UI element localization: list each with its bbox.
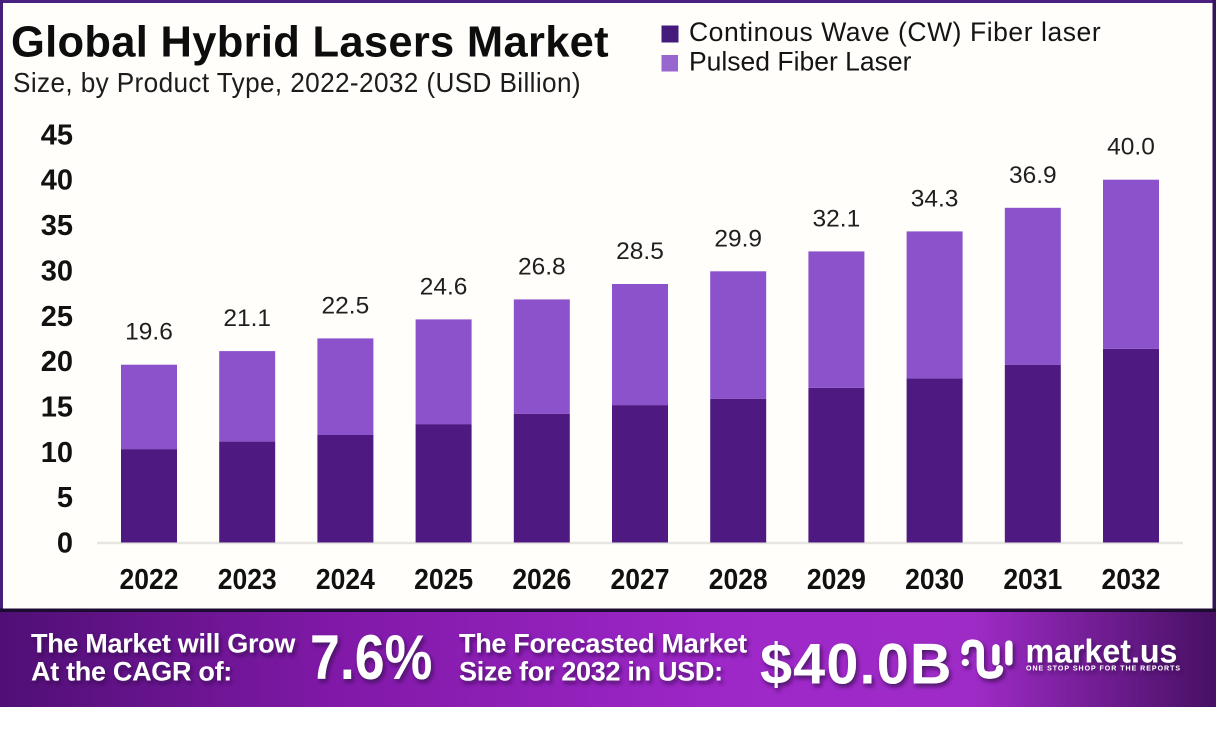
svg-text:2032: 2032: [1102, 563, 1161, 595]
svg-text:Pulsed Fiber Laser: Pulsed Fiber Laser: [689, 47, 912, 77]
svg-text:The Market will Grow: The Market will Grow: [31, 629, 296, 659]
svg-text:7.6%: 7.6%: [310, 623, 432, 693]
svg-text:26.8: 26.8: [518, 253, 566, 280]
svg-text:5: 5: [57, 482, 73, 514]
svg-text:2027: 2027: [611, 563, 670, 595]
svg-text:24.6: 24.6: [420, 273, 468, 300]
svg-text:2028: 2028: [709, 563, 768, 595]
svg-text:2023: 2023: [218, 563, 277, 595]
svg-text:Continous Wave (CW) Fiber lase: Continous Wave (CW) Fiber laser: [689, 17, 1101, 47]
svg-text:2030: 2030: [905, 563, 964, 595]
svg-text:$40.0B: $40.0B: [760, 632, 953, 696]
svg-text:36.9: 36.9: [1009, 162, 1057, 189]
svg-text:0: 0: [57, 528, 73, 560]
svg-text:34.3: 34.3: [911, 185, 959, 212]
svg-text:15: 15: [41, 391, 73, 423]
svg-text:At the CAGR of:: At the CAGR of:: [31, 657, 232, 687]
svg-text:22.5: 22.5: [322, 292, 370, 319]
svg-text:21.1: 21.1: [223, 305, 271, 332]
svg-text:32.1: 32.1: [813, 205, 861, 232]
svg-text:2022: 2022: [120, 563, 179, 595]
svg-text:Size, by Product Type, 2022-20: Size, by Product Type, 2022-2032 (USD Bi…: [13, 66, 581, 98]
svg-text:Global Hybrid Lasers Market: Global Hybrid Lasers Market: [11, 19, 609, 67]
svg-text:40: 40: [41, 165, 73, 197]
svg-text:35: 35: [41, 210, 73, 242]
svg-text:market.us: market.us: [1026, 632, 1178, 670]
svg-text:2026: 2026: [512, 563, 571, 595]
svg-text:25: 25: [41, 301, 73, 333]
svg-text:10: 10: [41, 437, 73, 469]
svg-text:28.5: 28.5: [616, 238, 664, 265]
svg-text:19.6: 19.6: [125, 319, 173, 346]
svg-text:ONE STOP SHOP FOR THE REPORTS: ONE STOP SHOP FOR THE REPORTS: [1026, 666, 1181, 673]
svg-text:Size for 2032 in USD:: Size for 2032 in USD:: [459, 657, 723, 687]
svg-text:2029: 2029: [807, 563, 866, 595]
svg-text:45: 45: [41, 119, 73, 151]
svg-text:20: 20: [41, 346, 73, 378]
svg-text:2024: 2024: [316, 563, 376, 595]
svg-text:40.0: 40.0: [1107, 134, 1155, 161]
svg-text:30: 30: [41, 255, 73, 287]
svg-text:2025: 2025: [414, 563, 473, 595]
svg-text:2031: 2031: [1003, 563, 1062, 595]
svg-text:The Forecasted Market: The Forecasted Market: [459, 629, 747, 659]
svg-text:29.9: 29.9: [714, 225, 762, 252]
